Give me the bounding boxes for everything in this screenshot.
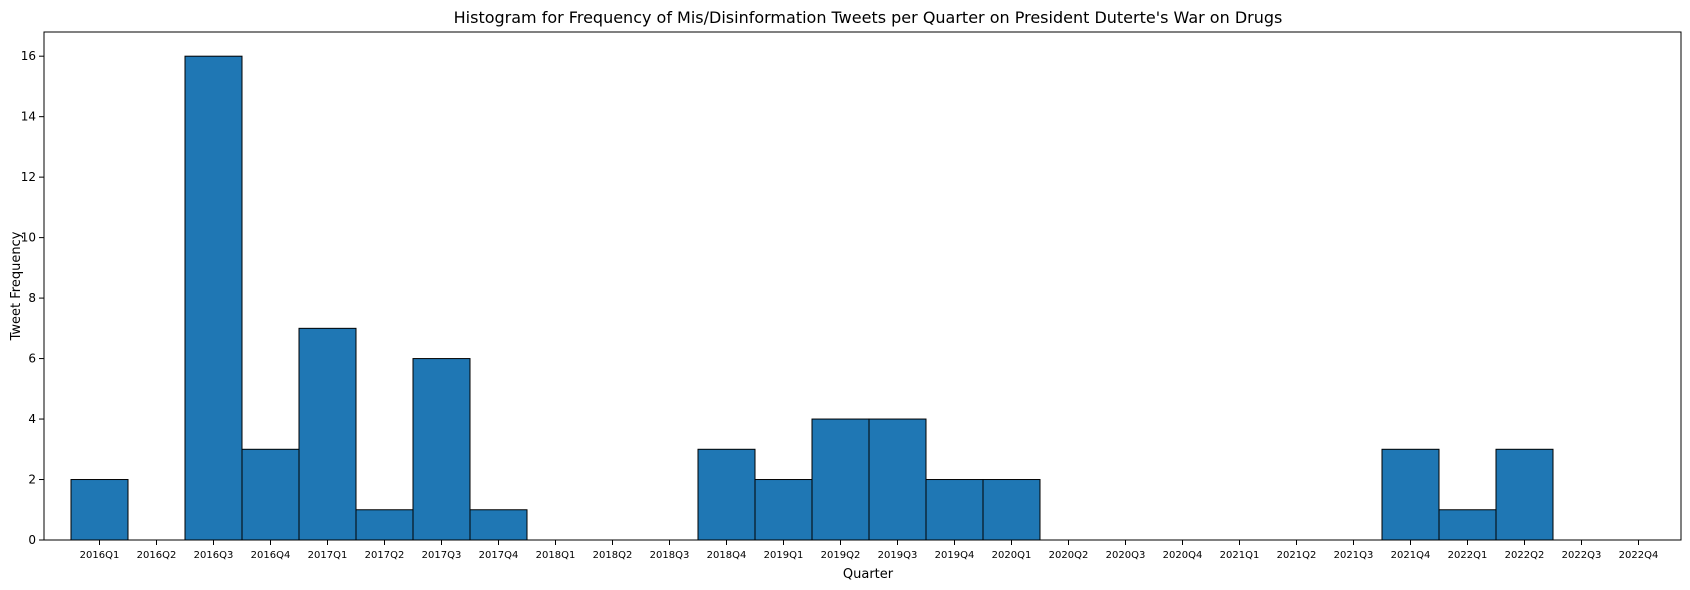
x-tick-label: 2019Q3 bbox=[878, 550, 918, 561]
y-tick-label: 6 bbox=[28, 352, 36, 366]
bar-2018Q4 bbox=[697, 448, 756, 541]
x-tick-label: 2022Q2 bbox=[1505, 550, 1545, 561]
bar-2021Q4 bbox=[1381, 448, 1440, 541]
y-axis: 0 2 4 6 8 10 12 14 16 bbox=[21, 49, 44, 547]
x-axis-label: Quarter bbox=[843, 567, 894, 582]
y-tick-label: 0 bbox=[28, 533, 36, 547]
y-tick-label: 10 bbox=[21, 231, 36, 245]
bar-2019Q3 bbox=[868, 418, 927, 541]
bar-2017Q2 bbox=[355, 509, 414, 541]
chart-title: Histogram for Frequency of Mis/Disinform… bbox=[454, 8, 1283, 27]
x-tick-label: 2018Q4 bbox=[707, 550, 747, 561]
bar-2019Q4 bbox=[925, 479, 984, 541]
bar-2016Q4 bbox=[241, 448, 300, 541]
x-tick-label: 2022Q1 bbox=[1448, 550, 1488, 561]
bar-2019Q1 bbox=[754, 479, 813, 541]
bar-2016Q3 bbox=[184, 55, 243, 541]
bar-2017Q1 bbox=[298, 327, 357, 541]
bar-2017Q3 bbox=[412, 358, 471, 541]
y-tick-label: 4 bbox=[28, 412, 36, 426]
bar-2019Q2 bbox=[811, 418, 870, 541]
x-tick-label: 2018Q2 bbox=[593, 550, 633, 561]
y-axis-label: Tweet Frequency bbox=[9, 231, 24, 341]
x-tick-label: 2019Q1 bbox=[764, 550, 804, 561]
y-tick-label: 12 bbox=[21, 170, 36, 184]
x-tick-label: 2017Q4 bbox=[479, 550, 519, 561]
bar-2020Q1 bbox=[982, 479, 1041, 541]
x-tick-label: 2018Q1 bbox=[536, 550, 576, 561]
x-tick-label: 2016Q1 bbox=[80, 550, 120, 561]
x-tick-label: 2021Q1 bbox=[1220, 550, 1260, 561]
x-axis: 2016Q1 2016Q2 2016Q3 2016Q4 2017Q1 2017Q2 2017… bbox=[80, 540, 1659, 561]
x-tick-label: 2017Q2 bbox=[365, 550, 405, 561]
plot-frame bbox=[43, 31, 1682, 541]
x-tick-label: 2016Q2 bbox=[137, 550, 177, 561]
x-tick-label: 2020Q2 bbox=[1049, 550, 1089, 561]
x-tick-label: 2017Q1 bbox=[308, 550, 348, 561]
x-tick-label: 2022Q3 bbox=[1562, 550, 1602, 561]
y-tick-label: 8 bbox=[28, 291, 36, 305]
bar-2017Q4 bbox=[469, 509, 528, 541]
y-tick-label: 16 bbox=[21, 49, 36, 63]
x-tick-label: 2021Q4 bbox=[1391, 550, 1431, 561]
bars-group bbox=[70, 55, 1554, 541]
x-tick-label: 2020Q3 bbox=[1106, 550, 1146, 561]
x-tick-label: 2018Q3 bbox=[650, 550, 690, 561]
x-tick-label: 2022Q4 bbox=[1619, 550, 1659, 561]
x-tick-label: 2020Q1 bbox=[992, 550, 1032, 561]
x-tick-label: 2016Q4 bbox=[251, 550, 291, 561]
bar-2022Q1 bbox=[1438, 509, 1497, 541]
y-tick-label: 14 bbox=[21, 110, 36, 124]
x-tick-label: 2017Q3 bbox=[422, 550, 462, 561]
x-tick-label: 2021Q2 bbox=[1277, 550, 1317, 561]
bar-2016Q1 bbox=[70, 479, 129, 541]
x-tick-label: 2019Q4 bbox=[935, 550, 975, 561]
x-tick-label: 2021Q3 bbox=[1334, 550, 1374, 561]
bar-2022Q2 bbox=[1495, 448, 1554, 541]
x-tick-label: 2016Q3 bbox=[194, 550, 234, 561]
x-tick-label: 2020Q4 bbox=[1163, 550, 1203, 561]
x-tick-label: 2019Q2 bbox=[821, 550, 861, 561]
y-tick-label: 2 bbox=[28, 473, 36, 487]
